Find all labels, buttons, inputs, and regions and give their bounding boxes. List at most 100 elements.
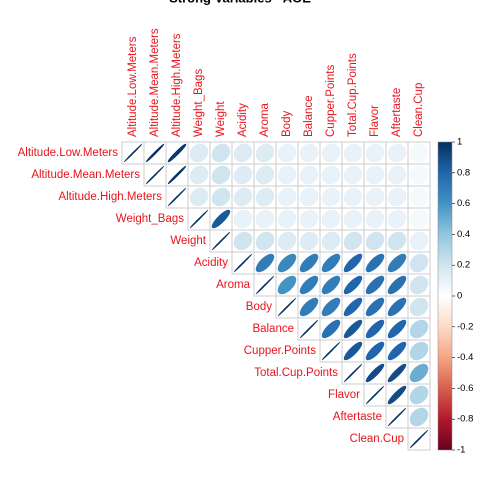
corr-ellipse bbox=[409, 165, 429, 185]
corr-ellipse bbox=[343, 253, 363, 273]
column-label: Altitude.Mean.Meters bbox=[149, 28, 161, 137]
corr-ellipse bbox=[255, 253, 275, 273]
color-tick-label: -0.4 bbox=[457, 352, 473, 363]
corr-ellipse bbox=[387, 253, 407, 273]
corr-ellipse bbox=[343, 209, 363, 229]
corr-ellipse bbox=[365, 143, 385, 163]
column-label: Cupper.Points bbox=[325, 65, 337, 137]
corr-ellipse bbox=[365, 165, 385, 185]
corr-ellipse bbox=[255, 275, 275, 295]
corr-ellipse bbox=[233, 187, 253, 207]
corr-ellipse bbox=[409, 275, 429, 295]
corr-ellipse bbox=[343, 297, 363, 317]
corr-ellipse bbox=[299, 253, 319, 273]
row-label: Altitude.High.Meters bbox=[58, 191, 162, 203]
corr-ellipse bbox=[365, 253, 385, 273]
corr-ellipse bbox=[211, 231, 231, 251]
color-tick-label: 0.2 bbox=[457, 260, 470, 271]
corr-ellipse bbox=[277, 187, 297, 207]
column-label: Clean.Cup bbox=[413, 83, 425, 137]
color-tick-label: -0.6 bbox=[457, 383, 473, 394]
corr-ellipse bbox=[299, 187, 319, 207]
corr-ellipse bbox=[365, 187, 385, 207]
corr-ellipse bbox=[365, 231, 385, 251]
column-label: Flavor bbox=[369, 105, 381, 137]
row-label: Total.Cup.Points bbox=[254, 367, 338, 379]
row-label: Weight bbox=[170, 235, 206, 247]
color-tick-label: 0.4 bbox=[457, 229, 470, 240]
corr-ellipse bbox=[365, 297, 385, 317]
corr-ellipse bbox=[365, 385, 385, 405]
corr-ellipse bbox=[299, 275, 319, 295]
corr-ellipse bbox=[321, 297, 341, 317]
corr-ellipse bbox=[123, 143, 143, 163]
row-label: Flavor bbox=[328, 389, 360, 401]
corr-ellipse bbox=[299, 143, 319, 163]
color-bar bbox=[437, 141, 453, 451]
corr-ellipse bbox=[321, 341, 341, 361]
corr-ellipse bbox=[387, 341, 407, 361]
corr-ellipse bbox=[145, 165, 165, 185]
corr-ellipse bbox=[321, 165, 341, 185]
corr-ellipse bbox=[409, 341, 429, 361]
corr-ellipse bbox=[343, 143, 363, 163]
corr-ellipse bbox=[255, 187, 275, 207]
corr-ellipse bbox=[233, 165, 253, 185]
corr-ellipse bbox=[387, 407, 407, 427]
column-label: Altitude.High.Meters bbox=[171, 33, 183, 137]
corr-ellipse bbox=[387, 385, 407, 405]
row-label: Weight_Bags bbox=[116, 213, 184, 225]
corr-ellipse bbox=[255, 165, 275, 185]
corr-ellipse bbox=[211, 165, 231, 185]
column-label: Total.Cup.Points bbox=[347, 53, 359, 137]
corr-ellipse bbox=[409, 385, 429, 405]
corr-ellipse bbox=[277, 143, 297, 163]
corr-ellipse bbox=[387, 209, 407, 229]
corr-ellipse bbox=[387, 143, 407, 163]
corr-ellipse bbox=[387, 165, 407, 185]
corr-ellipse bbox=[189, 209, 209, 229]
corr-ellipse bbox=[321, 319, 341, 339]
column-label: Acidity bbox=[237, 103, 249, 137]
corr-ellipse bbox=[409, 209, 429, 229]
corr-ellipse bbox=[211, 143, 231, 163]
corr-ellipse bbox=[299, 297, 319, 317]
row-label: Cupper.Points bbox=[244, 345, 316, 357]
color-tick-label: 0.6 bbox=[457, 198, 470, 209]
corr-ellipse bbox=[167, 165, 187, 185]
corr-ellipse bbox=[343, 231, 363, 251]
corr-ellipse bbox=[277, 231, 297, 251]
row-label: Clean.Cup bbox=[350, 433, 404, 445]
corr-ellipse bbox=[409, 231, 429, 251]
corr-ellipse bbox=[321, 187, 341, 207]
column-label: Aroma bbox=[259, 103, 271, 137]
corr-ellipse bbox=[277, 165, 297, 185]
corr-ellipse bbox=[321, 275, 341, 295]
corr-ellipse bbox=[387, 297, 407, 317]
corr-ellipse bbox=[409, 407, 429, 427]
color-tick-label: -1 bbox=[457, 445, 465, 456]
corr-ellipse bbox=[409, 297, 429, 317]
corr-ellipse bbox=[299, 165, 319, 185]
corr-ellipse bbox=[299, 231, 319, 251]
corr-ellipse bbox=[409, 429, 429, 449]
row-label: Aftertaste bbox=[333, 411, 382, 423]
row-label: Body bbox=[246, 301, 272, 313]
corr-ellipse bbox=[365, 341, 385, 361]
column-label: Balance bbox=[303, 95, 315, 137]
corr-ellipse bbox=[233, 209, 253, 229]
row-label: Acidity bbox=[194, 257, 228, 269]
corr-ellipse bbox=[211, 187, 231, 207]
corr-ellipse bbox=[189, 187, 209, 207]
row-label: Altitude.Low.Meters bbox=[18, 147, 119, 159]
corr-ellipse bbox=[409, 187, 429, 207]
corr-ellipse bbox=[277, 297, 297, 317]
column-label: Altitude.Low.Meters bbox=[127, 36, 139, 137]
color-tick-label: -0.2 bbox=[457, 321, 473, 332]
corr-ellipse bbox=[321, 143, 341, 163]
color-tick-label: 1 bbox=[457, 137, 462, 148]
corr-ellipse bbox=[233, 231, 253, 251]
corr-ellipse bbox=[409, 143, 429, 163]
corr-ellipse bbox=[343, 165, 363, 185]
corr-ellipse bbox=[343, 187, 363, 207]
